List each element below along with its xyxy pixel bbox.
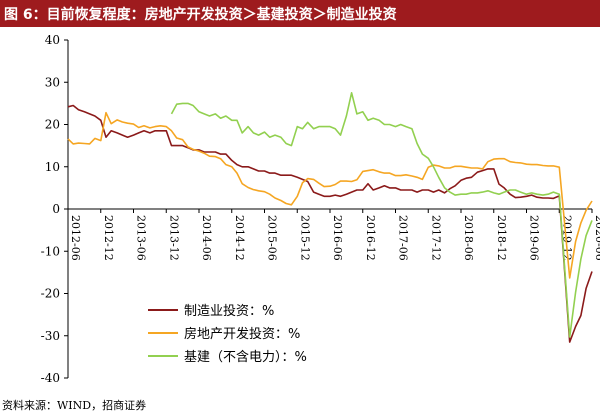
x-tick-label: 2020-06 <box>593 215 600 261</box>
x-tick-label: 2017-12 <box>429 215 442 261</box>
x-tick-label: 2019-06 <box>528 215 541 261</box>
series-line-1 <box>67 111 593 279</box>
legend-label-0: 制造业投资：% <box>184 303 274 319</box>
y-tick-label: -30 <box>41 329 60 343</box>
y-tick-label: -40 <box>41 371 60 385</box>
source-note: 资料来源：WIND，招商证券 <box>2 399 147 412</box>
x-tick-label: 2018-12 <box>495 215 508 261</box>
title-bar: 图 6：目前恢复程度：房地产开发投资＞基建投资＞制造业投资 <box>0 0 600 27</box>
x-tick-label: 2018-06 <box>462 215 475 261</box>
x-tick-label: 2012-12 <box>102 215 115 261</box>
y-tick-label: 0 <box>52 202 60 216</box>
x-tick-label: 2013-12 <box>167 215 180 261</box>
x-tick-label: 2017-06 <box>397 215 410 261</box>
y-tick-label: -20 <box>41 287 60 301</box>
x-tick-label: 2014-06 <box>200 215 213 261</box>
y-tick-label: 10 <box>45 160 60 174</box>
x-tick-label: 2013-06 <box>135 215 148 261</box>
y-tick-label: 40 <box>45 33 60 47</box>
x-tick-label: 2015-06 <box>266 215 279 261</box>
y-tick-label: 20 <box>45 118 60 132</box>
legend-label-2: 基建（不含电力）：% <box>184 349 307 365</box>
x-tick-label: 2016-12 <box>364 215 377 261</box>
x-tick-label: 2014-12 <box>233 215 246 261</box>
axes: 40 30 20 10 0 -10 -20 -30 -40 2012-06 2012-12 2013-… <box>41 33 600 385</box>
legend: 制造业投资：% 房地产开发投资：% 基建（不含电力）：% <box>148 303 307 365</box>
y-tick-label: -10 <box>41 244 60 258</box>
chart-svg: 40 30 20 10 0 -10 -20 -30 -40 2012-06 2012-12 2013-… <box>41 33 600 385</box>
series-line-2 <box>170 92 593 338</box>
x-tick-label: 2012-06 <box>69 215 82 261</box>
series-line-0 <box>67 104 593 343</box>
x-tick-label: 2015-12 <box>298 215 311 261</box>
legend-label-1: 房地产开发投资：% <box>184 326 300 342</box>
y-tick-label: 30 <box>45 75 60 89</box>
x-tick-label: 2016-06 <box>331 215 344 261</box>
series-group <box>67 92 593 343</box>
chart-title: 图 6：目前恢复程度：房地产开发投资＞基建投资＞制造业投资 <box>4 7 397 23</box>
